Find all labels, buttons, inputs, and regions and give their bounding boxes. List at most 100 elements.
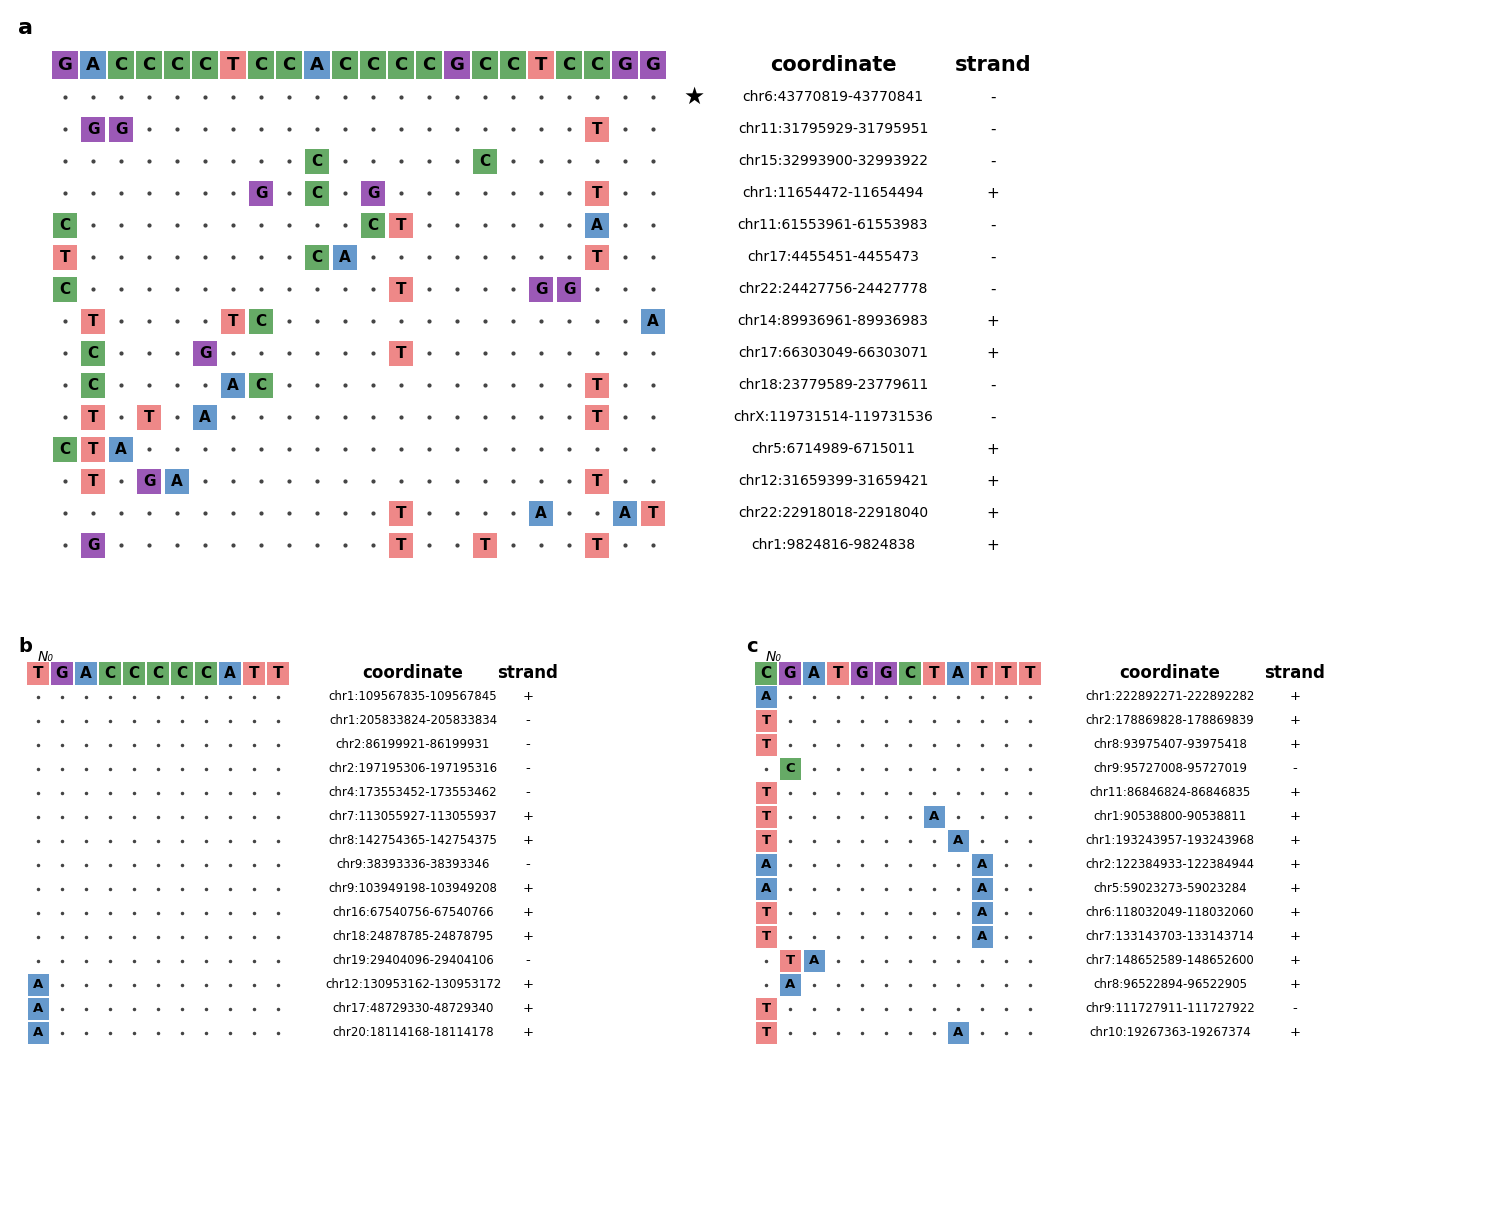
Text: N₀: N₀ (767, 649, 782, 664)
FancyBboxPatch shape (221, 373, 245, 397)
Text: +: + (1290, 811, 1300, 824)
FancyBboxPatch shape (585, 181, 609, 205)
Text: T: T (762, 1002, 771, 1016)
FancyBboxPatch shape (53, 277, 77, 301)
Text: -: - (990, 250, 996, 264)
Text: C: C (153, 665, 163, 680)
FancyBboxPatch shape (972, 902, 992, 924)
Text: chr7:148652589-148652600: chr7:148652589-148652600 (1086, 954, 1255, 968)
Text: chr9:103949198-103949208: chr9:103949198-103949208 (328, 882, 497, 895)
Text: C: C (785, 763, 795, 775)
Text: C: C (104, 665, 115, 680)
FancyBboxPatch shape (585, 405, 609, 429)
Text: ★: ★ (683, 85, 705, 109)
Text: C: C (177, 665, 187, 680)
FancyBboxPatch shape (138, 469, 160, 493)
Text: T: T (591, 378, 602, 392)
FancyBboxPatch shape (82, 309, 104, 333)
FancyBboxPatch shape (147, 662, 169, 685)
FancyBboxPatch shape (585, 373, 609, 397)
Text: strand: strand (497, 664, 558, 681)
Text: strand: strand (1264, 664, 1326, 681)
FancyBboxPatch shape (900, 662, 921, 685)
FancyBboxPatch shape (221, 50, 246, 79)
Text: G: G (617, 57, 632, 74)
Text: C: C (256, 314, 266, 328)
Text: T: T (272, 665, 283, 680)
Text: +: + (987, 538, 999, 552)
Text: chr10:19267363-19267374: chr10:19267363-19267374 (1089, 1027, 1250, 1039)
Text: T: T (144, 410, 154, 424)
Text: A: A (115, 442, 127, 456)
Text: T: T (762, 907, 771, 920)
Text: chr19:29404096-29404106: chr19:29404096-29404106 (333, 954, 494, 968)
Text: A: A (33, 1027, 44, 1039)
Text: chr1:193243957-193243968: chr1:193243957-193243968 (1086, 834, 1255, 847)
Text: chr12:31659399-31659421: chr12:31659399-31659421 (738, 474, 928, 488)
Text: T: T (762, 786, 771, 800)
Text: -: - (526, 738, 531, 752)
Text: C: C (479, 154, 490, 169)
FancyBboxPatch shape (165, 469, 189, 493)
Text: T: T (88, 442, 98, 456)
Text: T: T (396, 218, 407, 232)
Text: chr6:43770819-43770841: chr6:43770819-43770841 (742, 90, 924, 105)
FancyBboxPatch shape (268, 662, 289, 685)
Text: +: + (1290, 738, 1300, 752)
FancyBboxPatch shape (827, 662, 850, 685)
Text: chr2:86199921-86199931: chr2:86199921-86199931 (336, 738, 490, 752)
Text: -: - (990, 90, 996, 105)
Text: C: C (142, 57, 156, 74)
Text: A: A (200, 410, 210, 424)
FancyBboxPatch shape (109, 437, 133, 461)
FancyBboxPatch shape (756, 926, 777, 948)
Text: A: A (761, 859, 771, 872)
FancyBboxPatch shape (136, 50, 162, 79)
Text: T: T (762, 931, 771, 943)
Text: chr11:31795929-31795951: chr11:31795929-31795951 (738, 122, 928, 137)
Text: T: T (396, 346, 407, 360)
Text: T: T (479, 538, 490, 552)
Text: A: A (618, 506, 631, 520)
FancyBboxPatch shape (82, 341, 104, 365)
Text: chr8:142754365-142754375: chr8:142754365-142754375 (328, 834, 497, 847)
Text: T: T (396, 282, 407, 296)
Text: T: T (762, 834, 771, 847)
Text: chr11:86846824-86846835: chr11:86846824-86846835 (1089, 786, 1250, 800)
Text: N₀: N₀ (38, 649, 54, 664)
Text: coordinate: coordinate (363, 664, 464, 681)
Text: a: a (18, 18, 33, 38)
FancyBboxPatch shape (756, 830, 777, 852)
FancyBboxPatch shape (756, 782, 777, 804)
Text: chr7:113055927-113055937: chr7:113055927-113055937 (328, 811, 497, 824)
FancyBboxPatch shape (98, 662, 121, 685)
FancyBboxPatch shape (51, 50, 79, 79)
FancyBboxPatch shape (529, 501, 553, 525)
Text: +: + (523, 811, 534, 824)
Text: chr1:90538800-90538811: chr1:90538800-90538811 (1093, 811, 1246, 824)
FancyBboxPatch shape (995, 662, 1018, 685)
FancyBboxPatch shape (243, 662, 265, 685)
Text: C: C (254, 57, 268, 74)
Text: chr15:32993900-32993922: chr15:32993900-32993922 (738, 154, 928, 169)
Text: C: C (478, 57, 491, 74)
Text: chr11:61553961-61553983: chr11:61553961-61553983 (738, 218, 928, 232)
Text: +: + (1290, 954, 1300, 968)
Text: T: T (785, 954, 795, 968)
Text: -: - (990, 122, 996, 137)
FancyBboxPatch shape (305, 149, 330, 173)
Text: C: C (129, 665, 139, 680)
Text: +: + (523, 690, 534, 704)
FancyBboxPatch shape (585, 469, 609, 493)
Text: chr22:24427756-24427778: chr22:24427756-24427778 (738, 282, 928, 296)
FancyBboxPatch shape (27, 974, 48, 996)
FancyBboxPatch shape (333, 245, 357, 269)
FancyBboxPatch shape (361, 181, 386, 205)
Text: T: T (396, 506, 407, 520)
FancyBboxPatch shape (82, 437, 104, 461)
Text: C: C (311, 250, 322, 264)
Text: -: - (990, 378, 996, 392)
FancyBboxPatch shape (107, 50, 135, 79)
Text: T: T (928, 665, 939, 680)
Text: C: C (256, 378, 266, 392)
